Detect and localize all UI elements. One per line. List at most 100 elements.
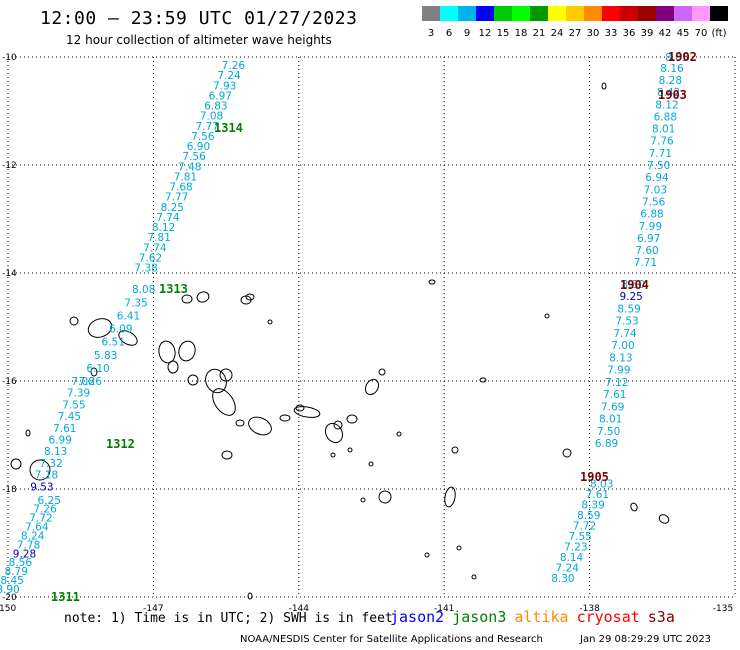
island-outline bbox=[544, 313, 550, 319]
wave-height-label: 7.76 bbox=[650, 136, 674, 148]
colorbar-label: 45 bbox=[676, 28, 690, 39]
wave-height-label: 7.61 bbox=[603, 389, 626, 401]
island-outline bbox=[347, 447, 353, 453]
wave-height-label: 7.55 bbox=[62, 399, 85, 411]
credit-line: NOAA/NESDIS Center for Satellite Applica… bbox=[240, 634, 543, 645]
wave-height-label: 7.72 bbox=[29, 513, 52, 525]
wave-height-label: 7.81 bbox=[174, 171, 197, 183]
wave-height-label: 7.61 bbox=[586, 489, 609, 501]
island-outline bbox=[295, 404, 305, 412]
wave-height-label: 7.32 bbox=[39, 458, 62, 470]
island-outline bbox=[87, 318, 113, 338]
pass-number-label: 1905 bbox=[580, 470, 609, 484]
wave-height-label: 6.83 bbox=[204, 101, 227, 113]
wave-height-label: 8.42 bbox=[657, 87, 680, 99]
island-outline bbox=[235, 419, 245, 427]
wave-height-label: 8.08 bbox=[132, 284, 155, 296]
wave-height-label: 9.28 bbox=[13, 548, 36, 560]
wave-height-label: 7.74 bbox=[613, 328, 637, 340]
island-outline bbox=[456, 545, 462, 551]
pass-number-label: 1312 bbox=[106, 437, 135, 451]
colorbar-label: 33 bbox=[604, 28, 618, 39]
lat-tick-label: -12 bbox=[2, 161, 17, 171]
satellite-legend: jason2 jason3 altika cryosat s3a bbox=[390, 608, 683, 626]
island-outline bbox=[69, 316, 79, 326]
wave-height-label: 7.26 bbox=[79, 376, 103, 388]
pass-number-label: 1313 bbox=[159, 282, 188, 296]
wave-height-label: 8.12 bbox=[655, 99, 678, 111]
wave-height-label: 7.61 bbox=[53, 423, 76, 435]
wave-height-label: 6.41 bbox=[117, 310, 140, 322]
colorbar-swatch bbox=[602, 6, 620, 21]
island-outline bbox=[451, 446, 459, 454]
colorbar-label: 21 bbox=[532, 28, 546, 39]
wave-height-label: 6.90 bbox=[187, 141, 210, 153]
wave-height-label: 7.26 bbox=[33, 504, 57, 516]
wave-height-label: 8.01 bbox=[599, 414, 622, 426]
island-outline bbox=[630, 502, 638, 512]
island-outline bbox=[118, 330, 138, 346]
wave-height-label: 6.97 bbox=[209, 90, 232, 102]
island-outline bbox=[247, 592, 253, 600]
island-outline bbox=[219, 368, 233, 382]
wave-height-label: 7.93 bbox=[213, 80, 236, 92]
island-outline bbox=[25, 429, 31, 437]
track-pass-1313: 8.087.356.41 6.096.515.836.107.26 1313 bbox=[79, 282, 188, 388]
island-outline bbox=[196, 291, 210, 303]
island-outline bbox=[158, 340, 176, 364]
wave-height-label: 7.39 bbox=[67, 388, 90, 400]
wave-height-label: 7.53 bbox=[615, 316, 638, 328]
wave-height-label: 8.13 bbox=[609, 352, 632, 364]
wave-height-label: 7.35 bbox=[124, 297, 147, 309]
lat-tick-label: -16 bbox=[2, 377, 17, 387]
wave-height-label: 8.30 bbox=[622, 279, 645, 291]
pass-number-label: 1904 bbox=[620, 278, 649, 292]
satellite-altika: altika bbox=[514, 608, 569, 626]
lon-tick-label: -147 bbox=[143, 604, 163, 614]
island-outline bbox=[471, 574, 477, 580]
island-outline bbox=[601, 82, 607, 90]
lon-tick-label: -141 bbox=[434, 604, 454, 614]
colorbar-label: 30 bbox=[586, 28, 600, 39]
island-outline bbox=[479, 377, 487, 383]
wave-height-label: 7.64 bbox=[25, 522, 49, 534]
island-outline bbox=[248, 416, 272, 436]
wave-height-label: 8.25 bbox=[161, 202, 184, 214]
pass-number-label: 1311 bbox=[51, 590, 80, 604]
wave-height-label: 7.38 bbox=[134, 263, 157, 275]
wave-height-label: 9.53 bbox=[30, 481, 53, 493]
wave-height-label: 6.89 bbox=[595, 438, 618, 450]
wave-height-label: 7.18 bbox=[35, 470, 58, 482]
wave-height-label: 8.28 bbox=[659, 75, 682, 87]
colorbar-label: 70 bbox=[694, 28, 708, 39]
wave-height-label: 7.55 bbox=[568, 531, 591, 543]
colorbar-swatch bbox=[566, 6, 584, 21]
island-outline bbox=[360, 497, 366, 503]
track-pass-1905: 8.037.618.398.597.727.557.238.147.248.30… bbox=[551, 470, 613, 585]
chart-subtitle: 12 hour collection of altimeter wave hei… bbox=[66, 33, 332, 47]
wave-height-label: 8.56 bbox=[9, 557, 33, 569]
footnote: note: 1) Time is in UTC; 2) SWH is in fe… bbox=[64, 611, 393, 626]
satellite-jason3: jason3 bbox=[452, 608, 507, 626]
island-outline bbox=[205, 368, 227, 394]
island-outline bbox=[167, 360, 179, 374]
wave-height-label: 7.71 bbox=[649, 148, 672, 160]
island-outline bbox=[29, 459, 51, 481]
colorbar-swatch bbox=[494, 6, 512, 21]
island-outline bbox=[181, 294, 193, 304]
wave-height-label: 7.26 bbox=[222, 60, 246, 72]
satellite-cryosat: cryosat bbox=[576, 608, 640, 626]
altimeter-tracks: 7.267.247.936.976.837.087.777.566.907.56… bbox=[0, 50, 697, 604]
pass-number-label: 1902 bbox=[668, 50, 697, 64]
colorbar-swatch bbox=[476, 6, 494, 21]
island-outline bbox=[364, 378, 380, 396]
wave-height-label: 7.71 bbox=[634, 257, 657, 269]
colorbar-swatch bbox=[710, 6, 728, 21]
wave-height-label: 7.48 bbox=[178, 161, 201, 173]
wave-height-label: 6.97 bbox=[637, 233, 660, 245]
colorbar-label: (ft) bbox=[711, 28, 727, 39]
island-outline bbox=[428, 279, 436, 285]
island-outline bbox=[245, 293, 255, 301]
lon-tick-label: -135 bbox=[713, 604, 733, 614]
pass-number-label: 1903 bbox=[658, 88, 687, 102]
